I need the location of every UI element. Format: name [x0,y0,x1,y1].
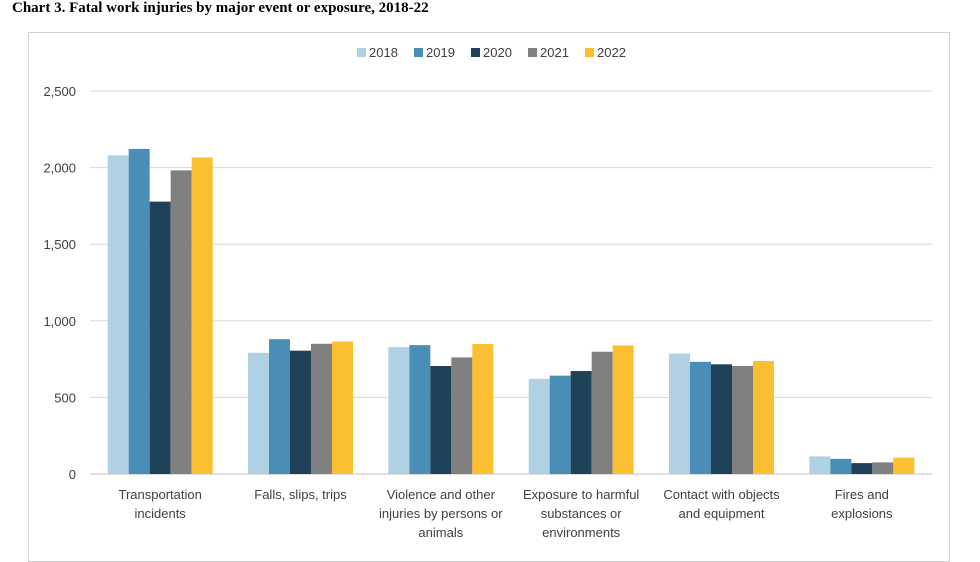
bar [149,201,171,474]
x-category-label-line: Contact with objects [663,487,780,502]
legend-swatch [357,48,366,57]
x-category-label: Falls, slips, trips [254,487,347,502]
bar [872,462,894,474]
legend-label: 2022 [597,45,626,60]
x-category-label-line: animals [418,525,463,540]
y-tick-label: 0 [69,467,76,482]
bar [430,365,452,474]
bar [528,378,550,474]
x-category-label-line: Transportation [118,487,201,502]
chart-title: Chart 3. Fatal work injuries by major ev… [12,0,429,16]
bar [830,458,852,474]
x-category-label-line: Falls, slips, trips [254,487,347,502]
x-category-label: Transportation incidents [118,487,201,521]
bar [332,341,353,474]
legend-label: 2018 [369,45,398,60]
x-category-label-line: explosions [831,506,893,521]
y-tick-label: 1,500 [43,237,76,252]
x-axis-categories: Transportation incidents Falls, slips, tri… [118,487,893,540]
x-category-label-line: substances or [541,506,623,521]
legend-label: 2020 [483,45,512,60]
x-category-label-line: incidents [135,506,187,521]
legend-swatch [528,48,537,57]
bar [690,361,711,474]
x-category-label: Contact with objects and equipment [663,487,780,521]
legend-label: 2019 [426,45,455,60]
x-category-label-line: injuries by persons or [379,506,503,521]
bar [570,371,592,474]
bar [612,345,634,474]
bar [851,463,873,474]
y-tick-label: 1,000 [43,314,76,329]
bar [170,170,192,474]
x-category-label-line: Violence and other [387,487,496,502]
bar [893,457,915,474]
bar [732,365,753,474]
x-category-label-line: and equipment [678,506,764,521]
bar [451,357,473,474]
legend: 2018 2019 2020 2021 2022 [357,45,626,60]
gridlines [90,90,932,475]
bar [472,343,494,474]
x-category-label-line: Fires and [835,487,889,502]
bar [191,157,213,474]
bar [269,339,290,474]
bar [128,148,150,474]
bar [809,456,831,474]
y-axis-ticks: 0 500 1,000 1,500 2,000 2,500 [43,84,76,482]
bar [311,343,332,474]
bar [711,364,732,474]
bar [290,350,311,474]
legend-swatch [471,48,480,57]
bar [669,353,690,474]
y-tick-label: 2,000 [43,161,76,176]
x-category-label: Fires and explosions [831,487,893,521]
bar [591,351,613,474]
bar [549,375,571,474]
y-tick-label: 500 [54,390,76,405]
bar [753,360,774,474]
bars [107,148,915,474]
legend-label: 2021 [540,45,569,60]
bar [107,155,129,474]
y-tick-label: 2,500 [43,84,76,99]
legend-swatch [414,48,423,57]
x-category-label-line: Exposure to harmful [523,487,639,502]
x-category-label: Exposure to harmful substances or environm… [523,487,639,540]
legend-swatch [585,48,594,57]
bar [388,347,410,474]
bar [409,345,431,474]
x-category-label-line: environments [542,525,621,540]
x-category-label: Violence and other injuries by persons or… [379,487,503,540]
bar [248,352,269,474]
